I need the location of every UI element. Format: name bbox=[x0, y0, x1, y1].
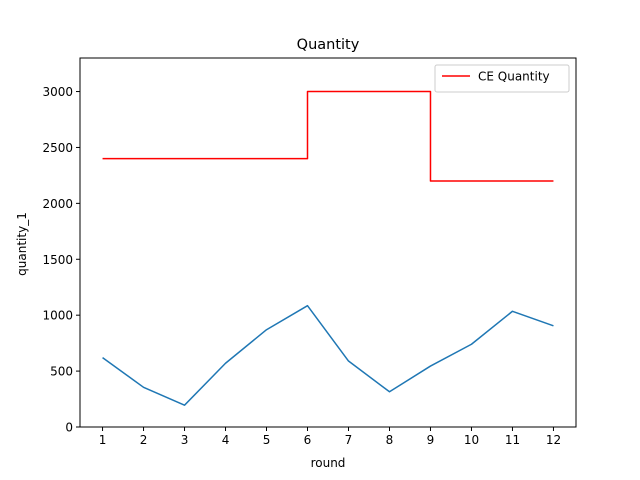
x-tick-label: 5 bbox=[263, 433, 271, 447]
y-tick-label: 2000 bbox=[42, 197, 73, 211]
y-tick-label: 0 bbox=[65, 421, 73, 435]
y-axis-ticks: 0 500 1000 1500 2000 2500 3000 bbox=[42, 85, 80, 435]
x-tick-label: 1 bbox=[99, 433, 107, 447]
x-tick-label: 9 bbox=[427, 433, 435, 447]
x-tick-label: 3 bbox=[181, 433, 189, 447]
y-tick-label: 3000 bbox=[42, 85, 73, 99]
x-tick-label: 2 bbox=[140, 433, 148, 447]
legend: CE Quantity bbox=[434, 64, 570, 93]
x-tick-label: 10 bbox=[464, 433, 479, 447]
series-line-1 bbox=[102, 90, 554, 182]
x-tick-label: 4 bbox=[222, 433, 230, 447]
x-axis-ticks: 1 2 3 4 5 6 7 8 9 10 11 12 bbox=[99, 427, 561, 447]
legend-label: CE Quantity bbox=[478, 70, 550, 84]
y-tick-label: 1500 bbox=[42, 253, 73, 267]
x-tick-label: 7 bbox=[345, 433, 353, 447]
x-tick-label: 12 bbox=[546, 433, 561, 447]
x-axis-label: round bbox=[311, 456, 346, 470]
y-axis-label: quantity_1 bbox=[15, 212, 29, 276]
x-tick-label: 6 bbox=[304, 433, 312, 447]
chart-title: Quantity bbox=[297, 37, 360, 53]
x-tick-label: 11 bbox=[505, 433, 520, 447]
series-line-0 bbox=[102, 304, 554, 406]
x-tick-label: 8 bbox=[386, 433, 394, 447]
plot-area bbox=[102, 90, 554, 406]
y-tick-label: 2500 bbox=[42, 141, 73, 155]
plot-frame bbox=[79, 57, 577, 428]
legend-box bbox=[434, 64, 570, 93]
y-tick-label: 500 bbox=[50, 365, 73, 379]
y-tick-label: 1000 bbox=[42, 309, 73, 323]
